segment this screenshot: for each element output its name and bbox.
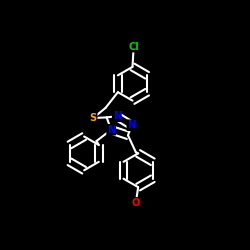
Text: S: S: [90, 113, 97, 123]
Text: N: N: [127, 120, 136, 130]
Text: O: O: [132, 198, 140, 208]
Text: N: N: [113, 111, 121, 121]
Text: Cl: Cl: [128, 42, 139, 52]
Text: N: N: [107, 125, 115, 135]
